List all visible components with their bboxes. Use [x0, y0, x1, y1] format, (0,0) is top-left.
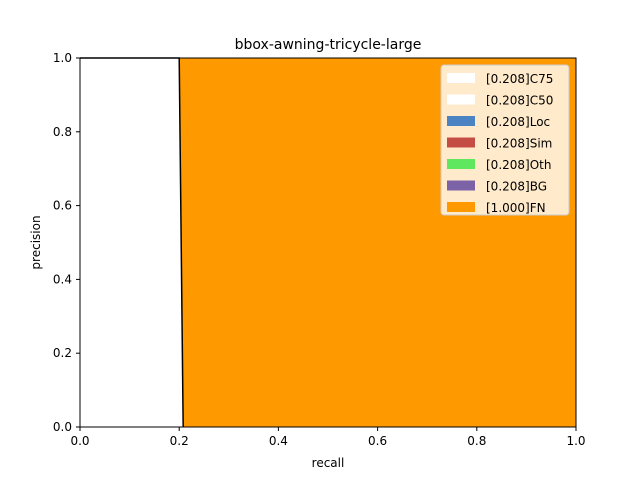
y-axis-label: precision [29, 215, 43, 269]
y-tick-label: 0.0 [53, 420, 72, 434]
plot-frame [79, 57, 577, 428]
legend-label: [0.208]BG [486, 180, 547, 194]
y-tick-label: 0.4 [53, 272, 72, 286]
x-tick-label: 1.0 [566, 434, 585, 448]
y-tick-label: 0.6 [53, 199, 72, 213]
x-tick-label: 0.2 [170, 434, 189, 448]
x-tick-label: 0.0 [70, 434, 89, 448]
series-areas [80, 57, 576, 428]
x-tick-label: 0.4 [269, 434, 288, 448]
x-axis-label: recall [312, 456, 345, 470]
chart-title: bbox-awning-tricycle-large [235, 37, 422, 53]
y-tick-label: 1.0 [53, 51, 72, 65]
legend-label: [0.208]Oth [486, 158, 551, 172]
legend-swatch [447, 137, 475, 148]
legend-label: [0.208]Loc [486, 115, 550, 129]
x-tick-label: 0.8 [467, 434, 486, 448]
legend: [0.208]C75 [0.208]C50 [0.208]Loc [0.208]Sim… [440, 64, 570, 216]
legend-label: [0.208]Sim [486, 137, 552, 151]
legend-swatch [447, 180, 475, 191]
x-tick-label: 0.6 [368, 434, 387, 448]
y-tick-label: 0.2 [53, 346, 72, 360]
legend-label: [1.000]FN [486, 201, 546, 215]
area-series-0 [80, 58, 184, 427]
legend-swatch [447, 73, 475, 83]
legend-label: [0.208]C50 [486, 94, 553, 108]
axis-ticks: 0.0 0.2 0.4 0.6 0.8 1.0 0.0 0.2 0.4 0.6 0.8 1.0 [53, 51, 586, 448]
legend-swatch [447, 94, 475, 105]
legend-swatch [447, 202, 475, 212]
legend-label: [0.208]C75 [486, 72, 553, 86]
legend-swatch [447, 116, 475, 126]
legend-swatch [447, 159, 475, 169]
y-tick-label: 0.8 [53, 125, 72, 139]
